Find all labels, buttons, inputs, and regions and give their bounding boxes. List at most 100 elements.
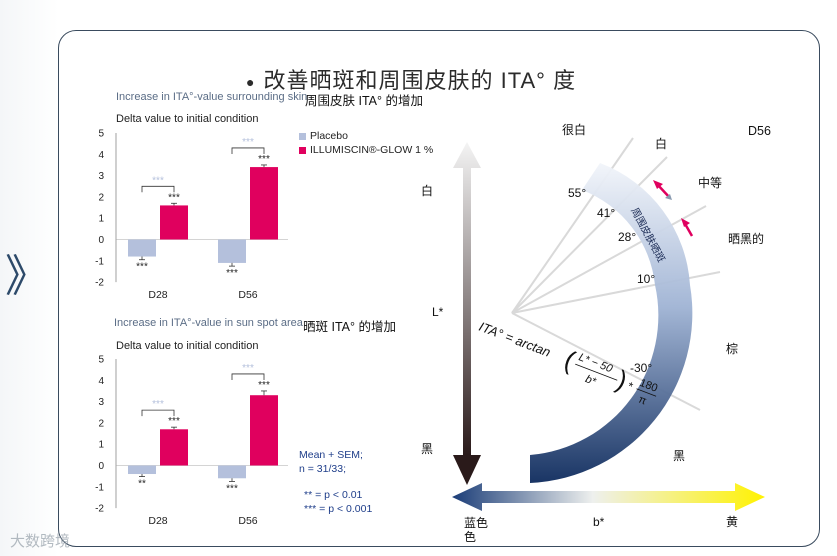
ita-ray-28 bbox=[511, 205, 707, 314]
ita-ray-55 bbox=[511, 137, 634, 314]
chart2-ytick-label: 5 bbox=[98, 355, 104, 366]
stats-line-n: n = 31/33; bbox=[299, 463, 346, 475]
chart1-subtitle: Delta value to initial condition bbox=[116, 113, 259, 125]
pink-arrow-lower-head bbox=[681, 218, 690, 227]
ita-angle-label: 28° bbox=[618, 230, 636, 244]
chart2-caption: Increase in ITA°-value in sun spot area bbox=[114, 317, 303, 329]
ita-angle-label: 41° bbox=[597, 206, 615, 220]
legend-label-illumiscin: ILLUMISCIN®-GLOW 1 % bbox=[310, 144, 434, 156]
grey-arrow-upper-head bbox=[665, 194, 672, 200]
b-axis-arrow bbox=[452, 483, 765, 511]
chart2-ytick-label: 0 bbox=[98, 461, 104, 472]
stats-line-mean: Mean + SEM; bbox=[299, 449, 363, 461]
label-black-bottom: 黑 bbox=[673, 449, 685, 463]
formula-main: ITA° = arctan bbox=[477, 319, 553, 360]
chart2-ytick-label: 1 bbox=[98, 440, 104, 451]
chart1-sig-label: *** bbox=[258, 154, 270, 165]
chart2-category-label: D28 bbox=[148, 515, 167, 527]
ita-category-name: 中等 bbox=[698, 175, 722, 190]
legend-swatch-illumiscin bbox=[299, 147, 306, 154]
chart1-bracket-sig-label: *** bbox=[242, 137, 254, 148]
chart2-sig-bracket bbox=[141, 409, 175, 417]
chart1-caption: Increase in ITA°-value surrounding skin bbox=[116, 91, 308, 103]
slide-title: ● 改善晒斑和周围皮肤的 ITA° 度 bbox=[246, 63, 576, 95]
chart1-sig-label: *** bbox=[136, 262, 148, 273]
label-black-left: 黑 bbox=[421, 442, 433, 456]
chart1-sig-label: *** bbox=[168, 192, 180, 203]
watermark-logo: 大数跨境 bbox=[10, 530, 70, 551]
chart2-sig-label: *** bbox=[226, 483, 238, 494]
stats-significance: ** = p < 0.01 *** = p < 0.001 bbox=[304, 488, 372, 516]
chart1-ytick-label: 5 bbox=[98, 129, 104, 140]
ita-category-name: 棕 bbox=[726, 341, 738, 356]
chart2-subtitle: Delta value to initial condition bbox=[116, 340, 259, 352]
stats-line-p001: *** = p < 0.001 bbox=[304, 503, 373, 515]
chart2-bar-placebo-d28 bbox=[128, 465, 156, 475]
legend-swatch-placebo bbox=[299, 133, 306, 140]
formula-fraction-bar bbox=[575, 363, 618, 381]
chart2-ytick-label: 4 bbox=[98, 376, 104, 387]
chart1-ytick-label: 1 bbox=[98, 214, 104, 225]
chart1-category-label: D56 bbox=[238, 289, 257, 300]
label-white: 白 bbox=[421, 183, 433, 198]
chart1-bracket-sig-label: *** bbox=[152, 175, 164, 186]
ita-angle-label: -30° bbox=[630, 361, 652, 375]
chart2-ytick-label: 3 bbox=[98, 397, 104, 408]
formula-paren-open: ( bbox=[560, 344, 579, 375]
chart1-bar-placebo-d28 bbox=[128, 239, 156, 257]
chart2-bar-illumiscin-d28 bbox=[160, 429, 188, 466]
chart2-caption-cn: 晒斑 ITA° 的增加 bbox=[303, 320, 396, 334]
chart1-bar-illumiscin-d56 bbox=[250, 167, 278, 240]
chart1-caption-cn: 周围皮肤 ITA° 的增加 bbox=[305, 94, 423, 108]
chart2-category-label: D56 bbox=[238, 515, 257, 527]
chart1-ytick-label: 4 bbox=[98, 150, 104, 161]
label-yellow: 黄 bbox=[726, 515, 738, 529]
chart2-sig-label: *** bbox=[258, 380, 270, 391]
previous-slide-chevron-icon[interactable]: 》 bbox=[5, 251, 49, 302]
formula-k-denominator: π bbox=[637, 394, 649, 408]
chart1-sig-label: *** bbox=[226, 268, 238, 279]
formula-denominator: b* bbox=[584, 373, 599, 388]
ita-category-name: 白 bbox=[655, 136, 667, 151]
chart2-ytick-label: -2 bbox=[95, 504, 104, 515]
stats-line-p01: ** = p < 0.01 bbox=[304, 489, 363, 501]
ita-ray-41 bbox=[511, 156, 668, 314]
chart1-bar-placebo-d56 bbox=[218, 239, 246, 263]
chart1-bar-illumiscin-d28 bbox=[160, 205, 188, 240]
chart2-bar-placebo-d56 bbox=[218, 465, 246, 479]
chart2-sig-label: ** bbox=[138, 479, 146, 490]
chart1-ytick-label: -1 bbox=[95, 256, 104, 267]
chart1-sig-bracket bbox=[231, 147, 265, 154]
chart1-ytick-label: -2 bbox=[95, 278, 104, 289]
chart1-ytick-label: 2 bbox=[98, 192, 104, 203]
slide-title-text: 改善晒斑和周围皮肤的 ITA° 度 bbox=[263, 68, 577, 93]
label-l-star: L* bbox=[432, 305, 444, 319]
ita-angle-labels: 55° 很白 41° 白 28° 中等 10° 晒黑的 -30° 棕 bbox=[562, 122, 764, 375]
watermark-text: 大数跨境 bbox=[10, 533, 71, 550]
chart2-ytick-label: 2 bbox=[98, 418, 104, 429]
ita-angle-label: 10° bbox=[637, 272, 655, 286]
ita-angle-label: 55° bbox=[568, 186, 586, 200]
label-blue-line1: 蓝色 bbox=[464, 516, 488, 530]
chart2-ytick-label: -1 bbox=[95, 482, 104, 493]
chart2-bar-illumiscin-d56 bbox=[250, 395, 278, 466]
l-axis-arrow bbox=[453, 142, 481, 455]
chart2-sig-bracket bbox=[231, 373, 265, 380]
chart2-bracket-sig-label: *** bbox=[242, 363, 254, 374]
ita-category-name: 很白 bbox=[562, 122, 586, 137]
chart1-ytick-label: 3 bbox=[98, 171, 104, 182]
stats-note: Mean + SEM; n = 31/33; bbox=[299, 448, 363, 476]
chart1-category-label: D28 bbox=[148, 289, 167, 300]
ita-category-name: 晒黑的 bbox=[728, 231, 764, 246]
bullet-icon: ● bbox=[246, 74, 256, 91]
chart1-ytick-label: 0 bbox=[98, 235, 104, 246]
formula-k-bar bbox=[636, 388, 657, 397]
l-axis-arrow-bottom bbox=[453, 455, 481, 485]
chart2-bracket-sig-label: *** bbox=[152, 399, 164, 410]
formula-multiply: * bbox=[626, 379, 636, 394]
label-b-star: b* bbox=[593, 515, 605, 529]
label-d56: D56 bbox=[748, 124, 771, 138]
